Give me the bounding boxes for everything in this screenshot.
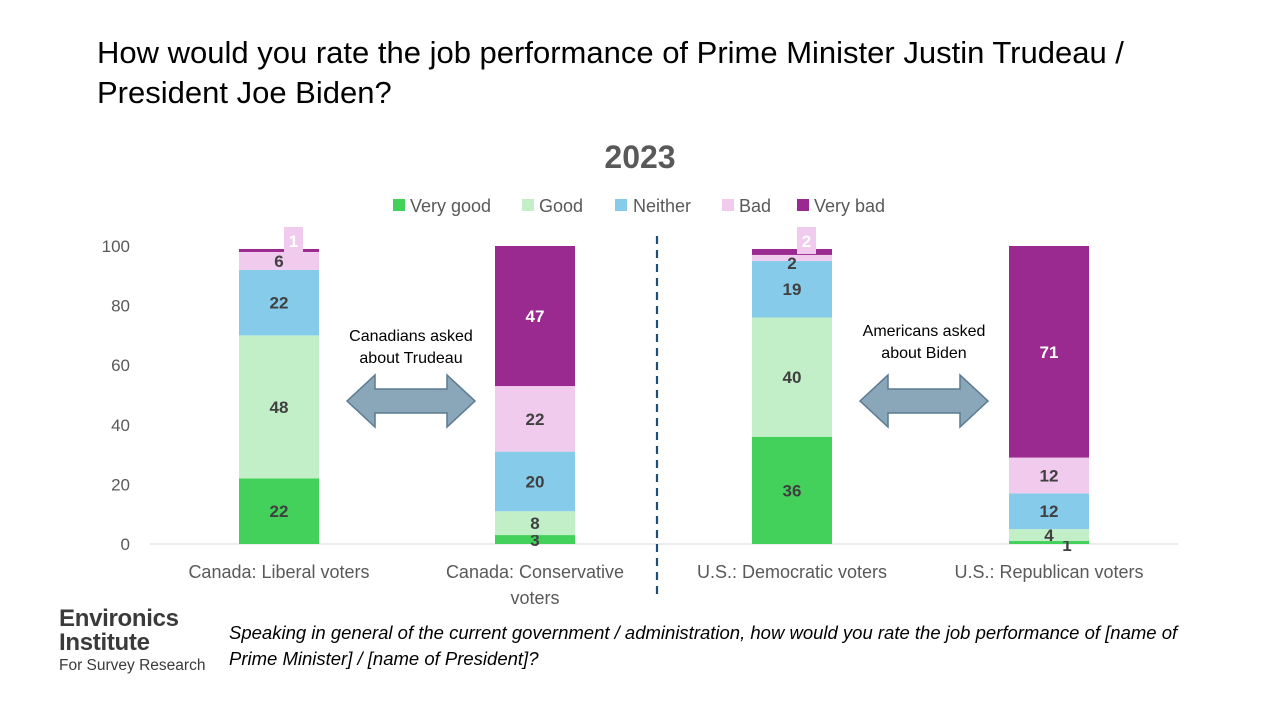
y-tick-label: 80 bbox=[111, 297, 130, 316]
data-label: 3 bbox=[530, 531, 539, 550]
category-label: Canada: Liberal voters bbox=[188, 562, 369, 582]
legend-swatch-5 bbox=[797, 199, 809, 211]
data-label: 6 bbox=[274, 252, 283, 271]
small-value-badge bbox=[284, 226, 303, 254]
category-label: U.S.: Republican voters bbox=[954, 562, 1143, 582]
legend-swatch-3 bbox=[615, 199, 627, 211]
annotation-text: Americans asked bbox=[863, 323, 986, 340]
data-label: 1 bbox=[1062, 536, 1071, 555]
logo-line-2: Institute bbox=[59, 629, 150, 656]
bar-segment-very-bad bbox=[1009, 246, 1089, 458]
data-label: 8 bbox=[530, 514, 539, 533]
bar-segment-very-good bbox=[495, 535, 575, 544]
data-label: 12 bbox=[1040, 466, 1059, 485]
legend-swatch-2 bbox=[522, 199, 534, 211]
legend-swatch-4 bbox=[722, 199, 734, 211]
data-label: 47 bbox=[526, 307, 545, 326]
y-tick-label: 60 bbox=[111, 356, 130, 375]
bar-segment-very-bad bbox=[239, 248, 319, 252]
logo-line-3: For Survey Research bbox=[59, 657, 206, 674]
legend-label-1: Very good bbox=[410, 196, 491, 216]
bar-segment-bad bbox=[752, 254, 832, 261]
legend-label-2: Good bbox=[539, 196, 583, 216]
bar-segment-very-good bbox=[239, 478, 319, 544]
double-arrow-icon bbox=[345, 373, 477, 429]
bar-segment-bad bbox=[1009, 457, 1089, 494]
data-label: 19 bbox=[783, 280, 802, 299]
y-tick-label: 20 bbox=[111, 475, 130, 494]
y-tick-label: 40 bbox=[111, 416, 130, 435]
legend-label-3: Neither bbox=[633, 196, 691, 216]
data-label: 22 bbox=[270, 294, 289, 313]
page-title: How would you rate the job performance o… bbox=[97, 35, 1124, 110]
bar-segment-neither bbox=[239, 269, 319, 336]
category-label: U.S.: Democratic voters bbox=[697, 562, 887, 582]
legend-label-4: Bad bbox=[739, 196, 771, 216]
bar-segment-very-bad bbox=[752, 248, 832, 255]
data-label: 2 bbox=[787, 254, 796, 273]
annotation-text: Canadians asked bbox=[349, 328, 473, 345]
question-footnote: Speaking in general of the current gover… bbox=[229, 622, 1178, 669]
bar-segment-neither bbox=[1009, 493, 1089, 530]
chart-title: 2023 bbox=[604, 139, 675, 175]
data-label: 20 bbox=[526, 472, 545, 491]
category-label: voters bbox=[510, 588, 559, 608]
bar-segment-good bbox=[752, 317, 832, 437]
environics-logo: Environics Institute For Survey Research bbox=[59, 607, 229, 676]
annotation-text: about Biden bbox=[881, 345, 966, 362]
data-label: 71 bbox=[1040, 343, 1059, 362]
bar-segment-bad bbox=[239, 251, 319, 270]
legend-label-5: Very bad bbox=[814, 196, 885, 216]
small-value-badge bbox=[797, 226, 816, 254]
y-tick-label: 100 bbox=[102, 237, 130, 256]
bar-segment-bad bbox=[495, 386, 575, 452]
bar-segment-neither bbox=[495, 451, 575, 512]
data-label: 36 bbox=[783, 481, 802, 500]
double-arrow-icon bbox=[858, 373, 990, 429]
data-label: 4 bbox=[1044, 526, 1054, 545]
data-label: 22 bbox=[526, 410, 545, 429]
data-label: 48 bbox=[270, 398, 289, 417]
legend-swatch-1 bbox=[393, 199, 405, 211]
bar-segment-good bbox=[495, 511, 575, 536]
data-label: 12 bbox=[1040, 502, 1059, 521]
bar-segment-very-good bbox=[1009, 541, 1089, 544]
logo-line-1: Environics bbox=[59, 605, 179, 632]
bar-segment-good bbox=[239, 335, 319, 479]
data-label: 40 bbox=[783, 368, 802, 387]
data-label: 22 bbox=[270, 502, 289, 521]
data-label: 1 bbox=[289, 232, 298, 251]
y-tick-label: 0 bbox=[121, 535, 130, 554]
bar-segment-very-good bbox=[752, 436, 832, 544]
category-label: Canada: Conservative bbox=[446, 562, 624, 582]
bar-segment-very-bad bbox=[495, 246, 575, 387]
bar-segment-neither bbox=[752, 260, 832, 318]
bar-segment-good bbox=[1009, 529, 1089, 542]
data-label: 2 bbox=[802, 232, 811, 251]
annotation-text: about Trudeau bbox=[359, 350, 462, 367]
